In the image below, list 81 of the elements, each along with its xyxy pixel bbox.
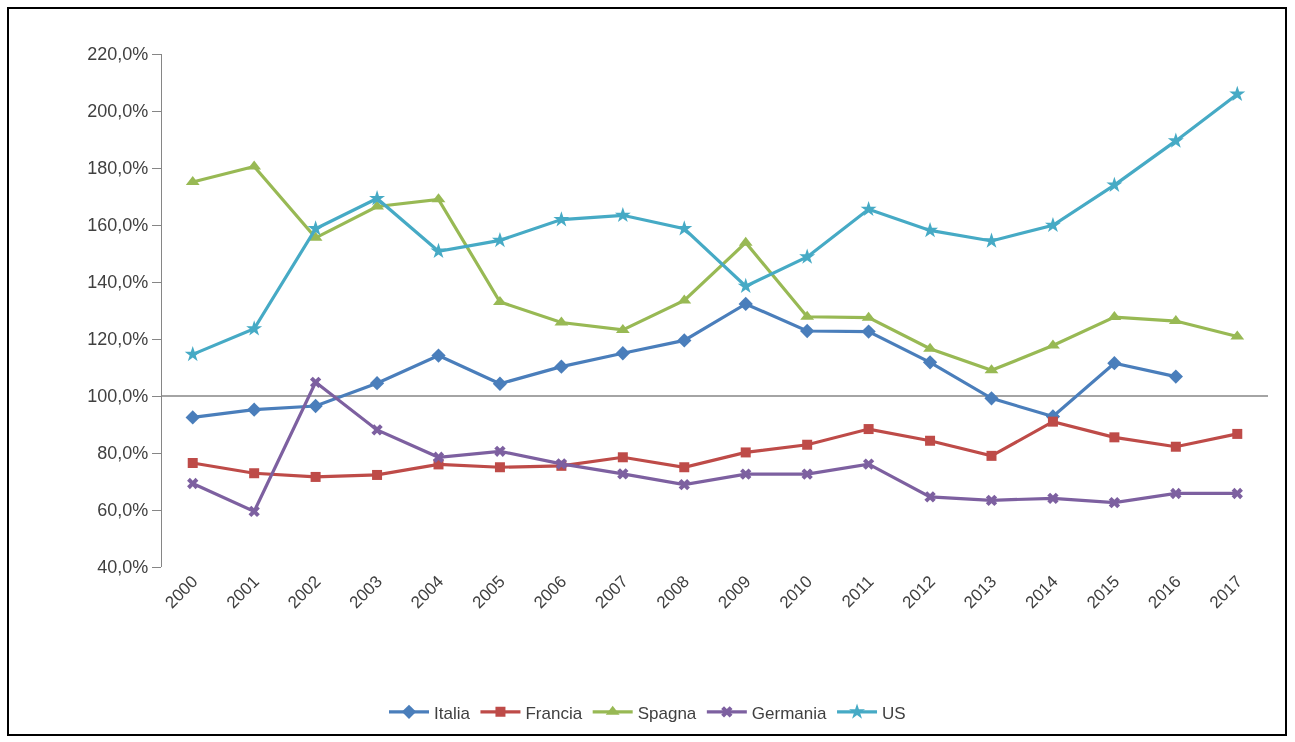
point [494, 462, 505, 473]
point [1107, 356, 1122, 371]
point [493, 295, 507, 305]
point [492, 376, 508, 391]
point [310, 471, 321, 482]
point [249, 468, 260, 479]
point [1168, 369, 1183, 384]
legend-label: US [882, 703, 906, 723]
point [308, 398, 323, 414]
point [801, 468, 813, 480]
point [737, 277, 754, 294]
point [984, 391, 999, 406]
point [986, 450, 997, 461]
point [246, 320, 263, 336]
point [187, 457, 198, 468]
point [1229, 85, 1246, 101]
point [799, 248, 816, 264]
point [1109, 432, 1120, 443]
y-tick-label: 140,0% [87, 272, 149, 293]
point [615, 346, 630, 361]
point [369, 190, 386, 206]
point [617, 468, 629, 480]
y-tick-label: 40,0% [97, 557, 149, 578]
legend-label: Spagna [637, 703, 697, 723]
point [372, 469, 383, 480]
point [247, 402, 262, 417]
point [802, 439, 813, 450]
point [554, 359, 569, 374]
point [860, 200, 877, 217]
point [307, 220, 324, 236]
legend-label: Francia [525, 703, 583, 723]
y-tick-label: 180,0% [87, 158, 149, 179]
y-tick-label: 100,0% [87, 386, 149, 407]
point [494, 445, 506, 457]
point [678, 478, 690, 491]
point [371, 424, 383, 436]
point [1170, 487, 1182, 500]
point [1106, 176, 1123, 192]
point [738, 296, 753, 312]
y-tick-label: 80,0% [97, 443, 149, 464]
y-tick-label: 160,0% [87, 215, 149, 236]
point [1047, 416, 1058, 427]
point [432, 451, 445, 463]
point [740, 468, 752, 480]
point [431, 348, 446, 363]
point [430, 242, 447, 259]
point [679, 462, 690, 473]
y-tick-label: 60,0% [97, 500, 149, 521]
y-tick-label: 120,0% [87, 329, 149, 350]
point [740, 447, 751, 458]
point [985, 494, 998, 506]
point [369, 376, 385, 391]
point [553, 211, 570, 227]
point [1231, 487, 1243, 500]
point [925, 435, 936, 446]
point [614, 206, 631, 223]
point [617, 452, 628, 463]
point [1170, 441, 1181, 452]
point [677, 333, 692, 348]
y-tick-label: 220,0% [87, 44, 149, 65]
point [922, 355, 938, 370]
point [248, 505, 260, 518]
point [184, 345, 201, 362]
point [309, 376, 322, 388]
point [1047, 492, 1059, 504]
point [863, 424, 874, 435]
legend-label: Germania [751, 703, 828, 723]
y-tick-label: 200,0% [87, 101, 149, 122]
point [924, 491, 936, 503]
point [923, 342, 937, 352]
point [862, 458, 875, 470]
point [1232, 428, 1243, 439]
point [861, 324, 876, 339]
point [1108, 496, 1121, 509]
point [185, 410, 200, 425]
point [1046, 339, 1060, 349]
point [187, 477, 199, 490]
legend-label: Italia [434, 703, 471, 723]
point [1167, 132, 1184, 148]
point [800, 323, 815, 339]
point [1044, 216, 1061, 233]
